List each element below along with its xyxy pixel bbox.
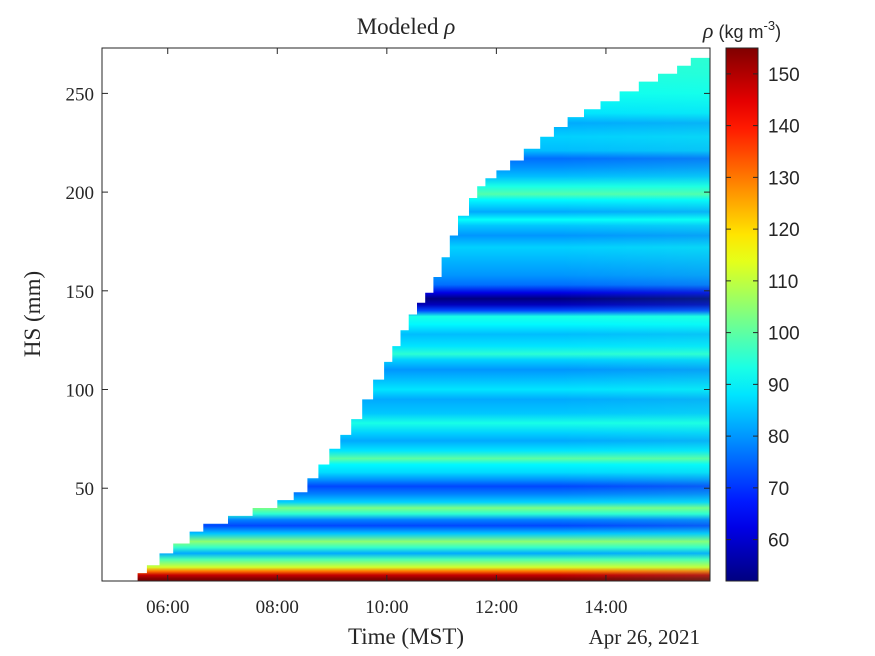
colorbar-frame <box>725 47 759 582</box>
colorbar-tick-label: 60 <box>768 531 789 552</box>
date-label: Apr 26, 2021 <box>589 625 700 649</box>
y-axis: 50 100 150 200 250 <box>66 84 710 500</box>
x-tick-label: 10:00 <box>365 597 408 618</box>
colorbar-tick-label: 70 <box>768 479 789 500</box>
colorbar: 60 70 80 90 100 110 120 130 140 150 ρ (kg m-3) <box>702 18 800 582</box>
x-axis: 06:00 08:00 10:00 12:00 14:00 <box>146 48 628 618</box>
y-tick-label: 100 <box>66 381 95 402</box>
plot-frame <box>101 47 711 582</box>
plot-area: 06:00 08:00 10:00 12:00 14:00 50 100 150 200 250 <box>66 47 711 618</box>
colorbar-gradient <box>726 48 758 581</box>
x-tick-label: 06:00 <box>146 597 189 618</box>
y-tick-label: 150 <box>66 282 95 303</box>
x-axis-label: Time (MST) <box>348 624 464 649</box>
y-tick-label: 50 <box>75 479 94 500</box>
colorbar-tick-label: 130 <box>768 168 800 189</box>
colorbar-tick-label: 80 <box>768 427 789 448</box>
colorbar-tick-label: 120 <box>768 220 800 241</box>
y-axis-label: HS (mm) <box>20 271 45 357</box>
colorbar-tick-label: 90 <box>768 375 789 396</box>
x-tick-label: 08:00 <box>256 597 299 618</box>
colorbar-tick-label: 110 <box>768 272 798 293</box>
colorbar-tick-label: 100 <box>768 324 800 345</box>
colorbar-tick-label: 150 <box>768 65 800 86</box>
colorbar-label: ρ (kg m-3) <box>702 18 781 43</box>
colorbar-tick-label: 140 <box>768 117 800 138</box>
colorbar-ticks: 60 70 80 90 100 110 120 130 140 150 <box>726 65 800 552</box>
x-tick-label: 14:00 <box>584 597 627 618</box>
x-tick-label: 12:00 <box>475 597 518 618</box>
chart-title: Modeled ρ <box>357 14 456 39</box>
y-tick-label: 250 <box>66 84 95 105</box>
y-tick-label: 200 <box>66 183 95 204</box>
